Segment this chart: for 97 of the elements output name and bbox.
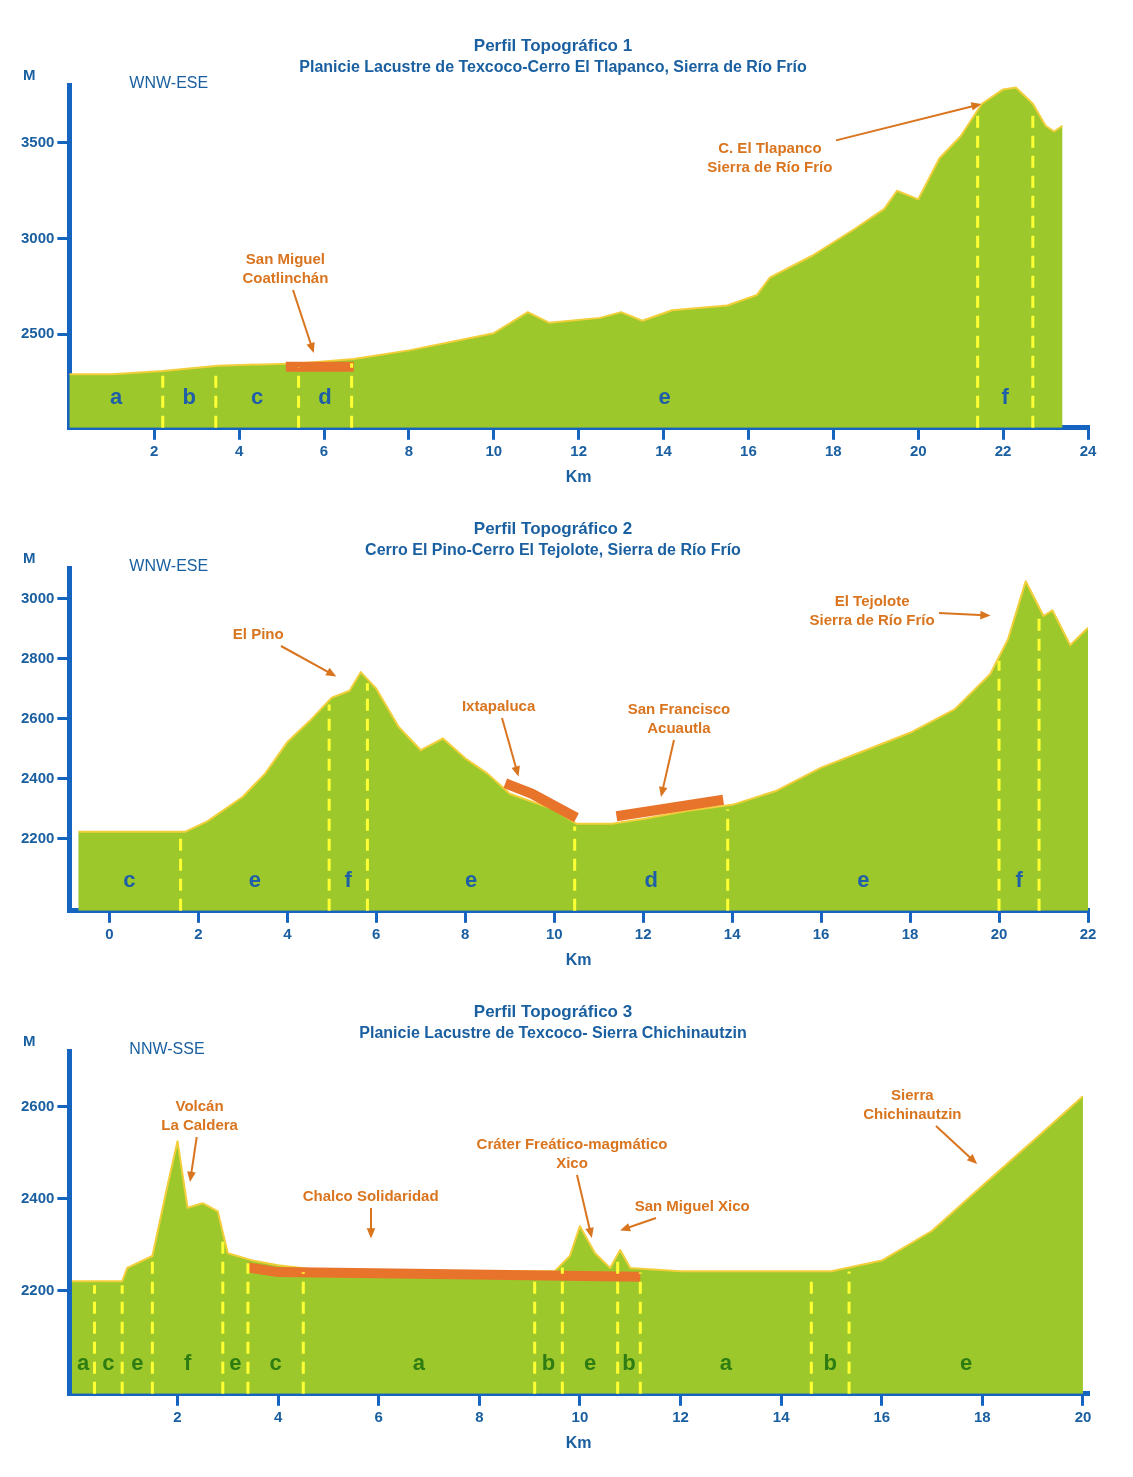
- x-tick-label: 14: [655, 441, 673, 459]
- annotation: b: [541, 1349, 556, 1375]
- annotation: e: [229, 1349, 242, 1375]
- y-tick-label: 2800: [20, 648, 55, 666]
- x-tick-label: 16: [812, 924, 830, 942]
- annotation: f: [1015, 866, 1024, 892]
- chart-title: Perfil Topográfico 2: [473, 518, 633, 538]
- annotation: a: [109, 383, 123, 409]
- x-tick-label: 10: [571, 1407, 589, 1425]
- annotation: b: [823, 1349, 837, 1375]
- annotation: a: [412, 1349, 426, 1375]
- annotation: Chalco Solidaridad: [301, 1185, 440, 1205]
- x-tick-label: 2: [173, 1407, 182, 1425]
- x-tick-label: 12: [570, 441, 588, 459]
- chart-title: Perfil Topográfico 3: [473, 1001, 633, 1021]
- annotation: El Tejolote Sierra de Río Frío: [808, 591, 936, 630]
- x-tick-label: 6: [374, 1407, 383, 1425]
- y-tick-label: 2600: [20, 708, 55, 726]
- x-tick-label: 10: [545, 924, 563, 942]
- y-tick-label: 3000: [20, 228, 55, 246]
- x-axis-title: Km: [565, 950, 592, 968]
- annotation: d: [318, 383, 332, 409]
- x-tick-label: 10: [485, 441, 503, 459]
- y-tick-label: 3500: [20, 133, 55, 151]
- chart-subtitle: Cerro El Pino-Cerro El Tejolote, Sierra de Río Frío: [365, 541, 742, 559]
- annotation: e: [658, 383, 671, 409]
- annotation: e: [131, 1349, 144, 1375]
- x-tick-label: 12: [672, 1407, 689, 1425]
- y-tick-label: 2200: [20, 828, 55, 846]
- x-tick-label: 0: [105, 924, 114, 942]
- x-tick-label: 4: [283, 924, 293, 942]
- y-axis-title: M: [23, 66, 36, 84]
- annotation: c: [102, 1349, 115, 1375]
- y-axis-title: M: [23, 549, 36, 567]
- x-tick-label: 14: [723, 924, 742, 942]
- x-tick-label: 20: [909, 441, 927, 459]
- annotation: c: [123, 866, 136, 892]
- annotation: San Miguel Coatlinchán: [241, 249, 330, 288]
- y-tick-label: 2500: [20, 324, 55, 342]
- x-tick-label: 6: [372, 924, 381, 942]
- x-tick-label: 20: [990, 924, 1008, 942]
- x-tick-label: 24: [1079, 441, 1097, 459]
- x-tick-label: 8: [475, 1407, 484, 1425]
- x-axis-title: Km: [565, 467, 592, 485]
- x-tick-label: 22: [994, 441, 1012, 459]
- x-tick-label: 8: [404, 441, 414, 459]
- annotation: Cráter Freático-magmático Xico: [475, 1134, 669, 1173]
- chart-subtitle: Planicie Lacustre de Texcoco- Sierra Chichinautzin: [359, 1024, 747, 1042]
- annotation: e: [857, 866, 870, 892]
- annotation: San Miguel Xico: [633, 1196, 751, 1216]
- y-tick-label: 2200: [20, 1280, 55, 1298]
- annotation: WNW-ESE: [129, 557, 209, 575]
- annotation: WNW-ESE: [129, 74, 209, 92]
- annotation: a: [77, 1349, 91, 1375]
- annotation: d: [644, 866, 658, 892]
- x-tick-label: 12: [634, 924, 652, 942]
- annotation: e: [248, 866, 261, 892]
- x-tick-label: 18: [901, 924, 919, 942]
- annotation: San Francisco Acuautla: [626, 698, 732, 737]
- x-tick-label: 18: [825, 441, 842, 459]
- annotation: f: [183, 1349, 192, 1375]
- x-tick-label: 2: [194, 924, 203, 942]
- annotation: e: [583, 1349, 597, 1375]
- x-tick-label: 18: [974, 1407, 991, 1425]
- annotation: f: [1001, 383, 1010, 409]
- annotation: Sierra Chichinautzin: [862, 1084, 963, 1123]
- x-tick-label: 14: [772, 1407, 791, 1425]
- x-tick-label: 20: [1074, 1407, 1092, 1425]
- y-tick-label: 2600: [20, 1096, 55, 1114]
- chart-title: Perfil Topográfico 1: [473, 35, 633, 55]
- x-axis-title: Km: [565, 1433, 592, 1451]
- annotation: b: [182, 383, 196, 409]
- x-tick-label: 16: [873, 1407, 891, 1425]
- annotation: Volcán La Caldera: [160, 1095, 239, 1134]
- x-tick-label: 4: [234, 441, 244, 459]
- x-tick-label: 16: [740, 441, 757, 459]
- annotation: c: [269, 1349, 282, 1375]
- annotation: NNW-SSE: [129, 1040, 205, 1058]
- annotation: e: [464, 866, 478, 892]
- annotation: e: [959, 1349, 973, 1375]
- x-tick-label: 8: [461, 924, 470, 942]
- annotation: c: [251, 383, 264, 409]
- annotation: Ixtapaluca: [460, 696, 537, 716]
- y-axis-title: M: [23, 1032, 36, 1050]
- x-tick-label: 22: [1079, 924, 1097, 942]
- y-tick-label: 2400: [20, 768, 55, 786]
- x-tick-label: 6: [319, 441, 329, 459]
- y-tick-label: 2400: [20, 1188, 55, 1206]
- annotation: C. El Tlapanco Sierra de Río Frío: [706, 137, 834, 176]
- x-tick-label: 4: [273, 1407, 283, 1425]
- chart-subtitle: Planicie Lacustre de Texcoco-Cerro El Tlapanco, Sierra de Río Frío: [299, 58, 807, 76]
- x-tick-label: 2: [150, 441, 159, 459]
- annotation: b: [622, 1349, 636, 1375]
- annotation: El Pino: [231, 624, 285, 644]
- y-tick-label: 3000: [20, 588, 55, 606]
- annotation: f: [344, 866, 353, 892]
- annotation: a: [719, 1349, 733, 1375]
